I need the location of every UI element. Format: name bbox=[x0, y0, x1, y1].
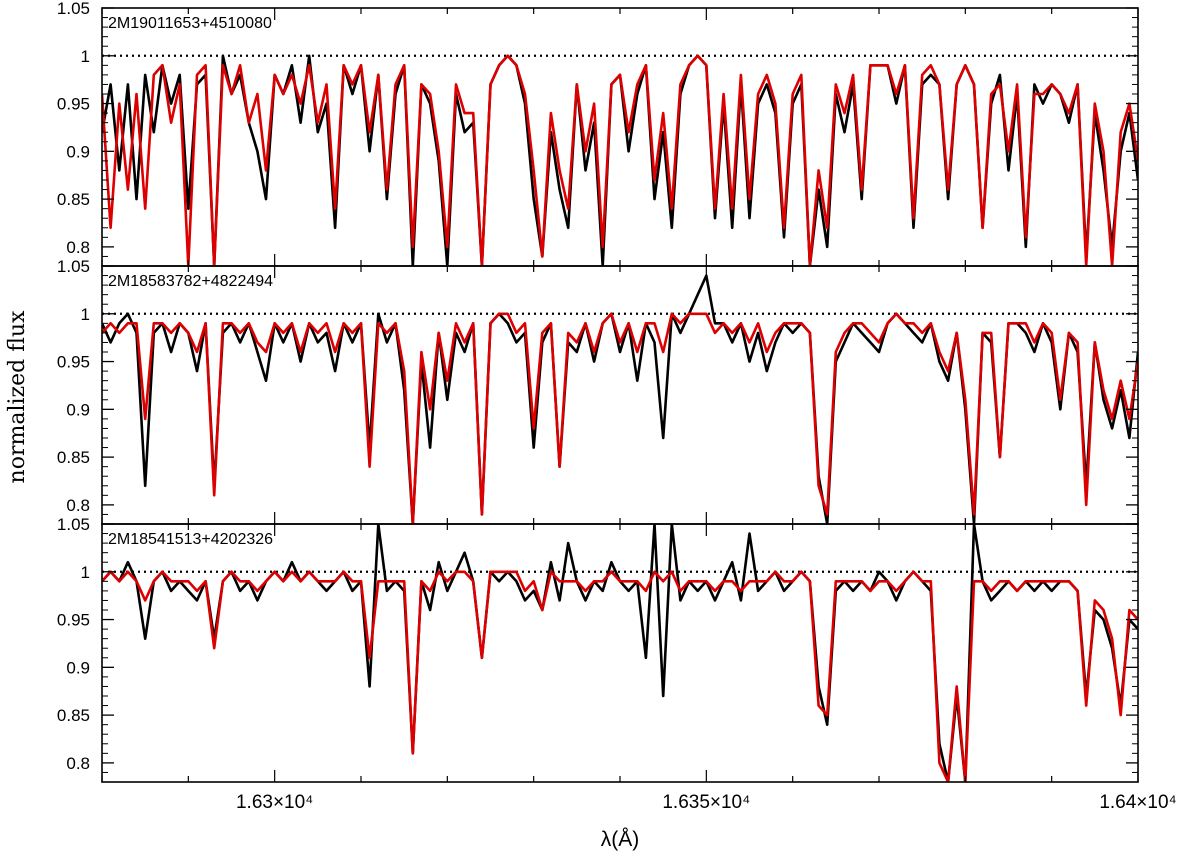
panel-3: 1.05 1 0.95 0.9 0.85 0.8 2M18541513+4202326 bbox=[57, 515, 1139, 783]
x-tick-label: 1.635×10⁴ bbox=[662, 792, 750, 813]
y-tick-label: 0.8 bbox=[66, 496, 90, 515]
y-tick-label: 0.8 bbox=[66, 754, 90, 773]
y-tick-label: 1 bbox=[81, 563, 90, 582]
y-tick-label: 0.9 bbox=[66, 658, 90, 677]
panel-title: 2M18583782+4822494 bbox=[108, 273, 273, 290]
x-tick-label: 1.63×10⁴ bbox=[236, 792, 313, 813]
y-tick-label: 0.9 bbox=[66, 142, 90, 161]
y-tick-label: 1.05 bbox=[57, 257, 90, 276]
panel-title: 2M18541513+4202326 bbox=[108, 531, 273, 548]
x-axis: 1.63×10⁴ 1.635×10⁴ 1.64×10⁴ bbox=[236, 792, 1177, 813]
panel-title: 2M19011653+4510080 bbox=[108, 15, 272, 32]
y-tick-label: 0.85 bbox=[57, 706, 90, 725]
y-tick-label: 0.85 bbox=[57, 448, 90, 467]
model-spectrum-line bbox=[102, 312, 1138, 524]
y-tick-label: 1.05 bbox=[57, 0, 90, 18]
y-tick-label: 0.95 bbox=[57, 95, 90, 114]
y-tick-label: 1.05 bbox=[57, 515, 90, 534]
y-tick-label: 1 bbox=[81, 305, 90, 324]
x-axis-title: λ(Å) bbox=[601, 828, 640, 851]
x-tick-label: 1.64×10⁴ bbox=[1099, 792, 1176, 813]
panels-group: 1.0510.950.90.850.82M19011653+45100801.0… bbox=[57, 0, 1139, 783]
spectra-lines bbox=[102, 274, 1138, 524]
spectra-lines bbox=[102, 54, 1138, 266]
model-spectrum-line bbox=[102, 54, 1138, 266]
y-tick-label: 0.9 bbox=[66, 400, 90, 419]
y-tick-label: 1 bbox=[81, 47, 90, 66]
model-spectrum-line bbox=[102, 570, 1138, 782]
y-tick-label: 0.95 bbox=[57, 353, 90, 372]
spectra-lines bbox=[102, 524, 1138, 782]
y-tick-label: 0.95 bbox=[57, 611, 90, 630]
panel-1: 1.05 1 0.95 0.9 0.85 0.8 2M19011653+4510080 bbox=[57, 0, 1139, 267]
y-axis-title: normalized flux bbox=[5, 310, 30, 484]
y-tick-label: 0.85 bbox=[57, 190, 90, 209]
y-tick-label: 0.8 bbox=[66, 238, 90, 257]
